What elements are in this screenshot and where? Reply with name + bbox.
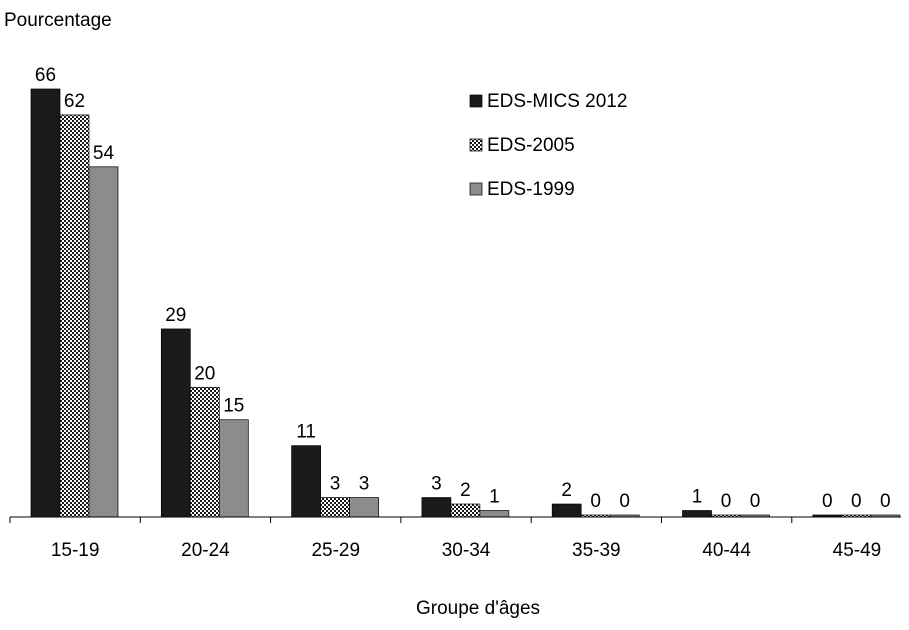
legend-item: EDS-1999	[469, 179, 575, 200]
data-label: 2	[561, 480, 572, 501]
data-label: 0	[851, 491, 862, 512]
legend-item: EDS-2005	[469, 135, 575, 156]
data-label: 0	[721, 491, 732, 512]
bar	[30, 88, 61, 518]
data-label: 66	[35, 65, 56, 86]
category-labels-group: 15-19 20-24 25-29 30-34 35-39 40-44 45-49	[51, 540, 881, 561]
bar	[479, 510, 510, 518]
legend-label: EDS-MICS 2012	[487, 91, 627, 112]
category-label: 20-24	[181, 540, 230, 561]
category-label: 30-34	[442, 540, 491, 561]
bar	[88, 166, 119, 518]
bar	[682, 510, 712, 518]
legend-label: EDS-1999	[487, 179, 575, 200]
bar	[320, 497, 350, 518]
data-label: 1	[489, 487, 500, 508]
legend-swatch	[469, 94, 483, 108]
legend-item: EDS-MICS 2012	[469, 91, 627, 112]
data-label: 3	[431, 474, 442, 495]
legend-swatch	[469, 182, 483, 196]
category-label: 15-19	[51, 540, 100, 561]
bar	[450, 503, 481, 518]
data-label: 15	[223, 396, 244, 417]
bar	[421, 497, 452, 518]
bar	[551, 503, 582, 518]
data-label: 3	[330, 474, 341, 495]
data-label: 0	[590, 491, 601, 512]
category-label: 45-49	[833, 540, 882, 561]
x-ticks-group	[9, 517, 793, 523]
legend-label: EDS-2005	[487, 135, 575, 156]
category-label: 40-44	[702, 540, 751, 561]
legend-swatch	[469, 138, 483, 152]
x-axis-label: Groupe d'âges	[416, 598, 540, 619]
bar	[189, 386, 220, 518]
data-label: 11	[296, 422, 316, 443]
data-label: 2	[460, 480, 471, 501]
bar	[160, 328, 191, 518]
data-label: 62	[64, 91, 85, 112]
bar	[218, 419, 249, 518]
data-label: 29	[165, 305, 186, 326]
data-label: 20	[194, 363, 215, 384]
data-label: 0	[880, 491, 891, 512]
bars-group	[30, 88, 901, 518]
data-label: 3	[359, 474, 370, 495]
data-label: 54	[93, 143, 115, 164]
bar	[291, 445, 321, 518]
y-axis-label: Pourcentage	[4, 10, 112, 31]
bar	[349, 497, 379, 518]
data-label: 0	[750, 491, 761, 512]
data-label: 1	[692, 487, 703, 508]
data-label: 0	[822, 491, 833, 512]
bar	[59, 114, 90, 518]
category-label: 35-39	[572, 540, 621, 561]
data-label: 0	[619, 491, 630, 512]
category-label: 25-29	[311, 540, 360, 561]
legend: EDS-MICS 2012 EDS-2005 EDS-1999	[469, 91, 627, 200]
